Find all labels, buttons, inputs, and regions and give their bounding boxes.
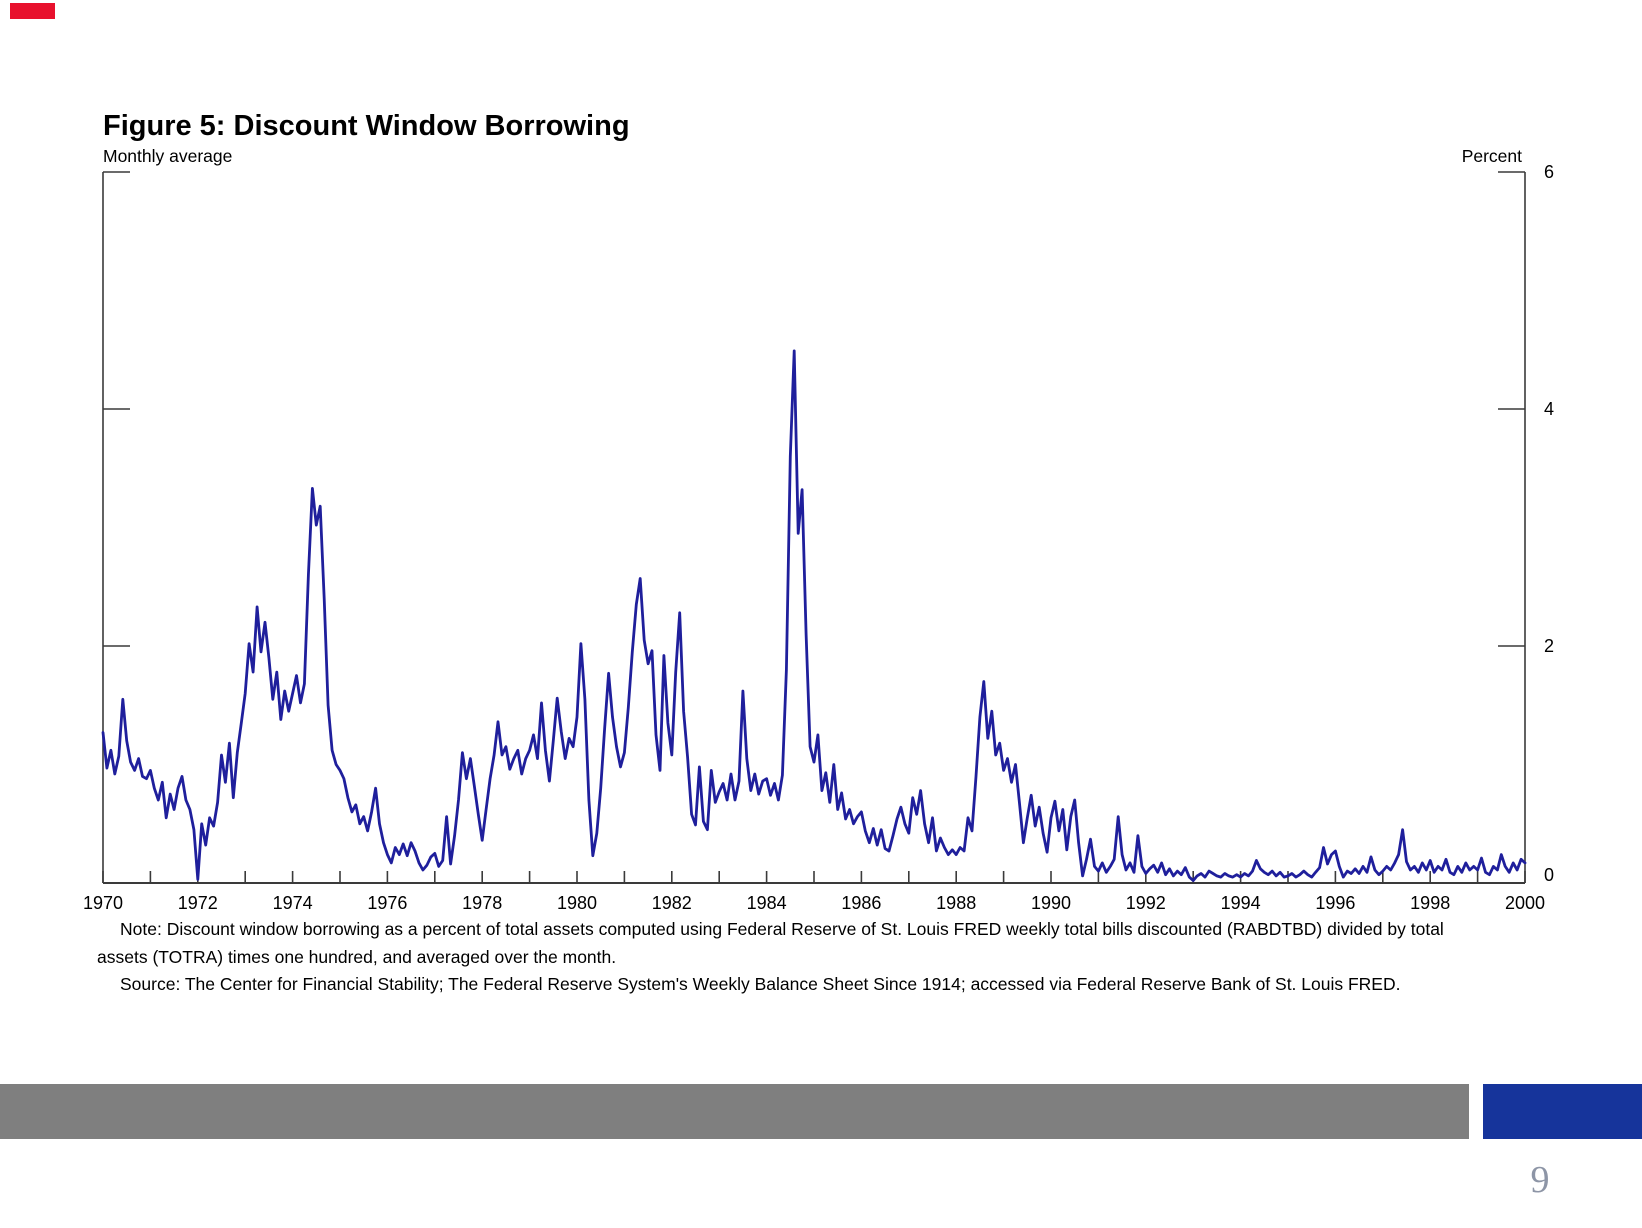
svg-text:1986: 1986 (841, 893, 881, 913)
svg-text:2000: 2000 (1505, 893, 1545, 913)
svg-text:1998: 1998 (1410, 893, 1450, 913)
svg-text:0: 0 (1544, 865, 1554, 885)
footer-gray-bar (0, 1084, 1469, 1139)
svg-text:1974: 1974 (273, 893, 313, 913)
top-left-accent-bar (10, 3, 55, 19)
svg-text:4: 4 (1544, 399, 1554, 419)
chart-note-line-1: Note: Discount window borrowing as a per… (120, 919, 1444, 939)
svg-text:1990: 1990 (1031, 893, 1071, 913)
chart-source-line: Source: The Center for Financial Stabili… (120, 974, 1401, 994)
svg-text:1980: 1980 (557, 893, 597, 913)
svg-text:1976: 1976 (367, 893, 407, 913)
svg-text:1994: 1994 (1221, 893, 1261, 913)
svg-text:1982: 1982 (652, 893, 692, 913)
chart-note-line-2: assets (TOTRA) times one hundred, and av… (97, 947, 617, 967)
footer-blue-rect (1483, 1084, 1642, 1139)
svg-text:6: 6 (1544, 162, 1554, 182)
svg-text:1988: 1988 (936, 893, 976, 913)
svg-text:1984: 1984 (747, 893, 787, 913)
figure-title: Figure 5: Discount Window Borrowing (103, 110, 630, 142)
svg-text:1992: 1992 (1126, 893, 1166, 913)
page-number: 9 (1530, 1159, 1550, 1201)
y-axis-title-percent: Percent (1461, 146, 1522, 166)
svg-text:1970: 1970 (83, 893, 123, 913)
svg-text:1972: 1972 (178, 893, 218, 913)
svg-text:1996: 1996 (1315, 893, 1355, 913)
chart-caption-monthly-average: Monthly average (103, 146, 233, 166)
svg-text:2: 2 (1544, 636, 1554, 656)
svg-text:1978: 1978 (462, 893, 502, 913)
